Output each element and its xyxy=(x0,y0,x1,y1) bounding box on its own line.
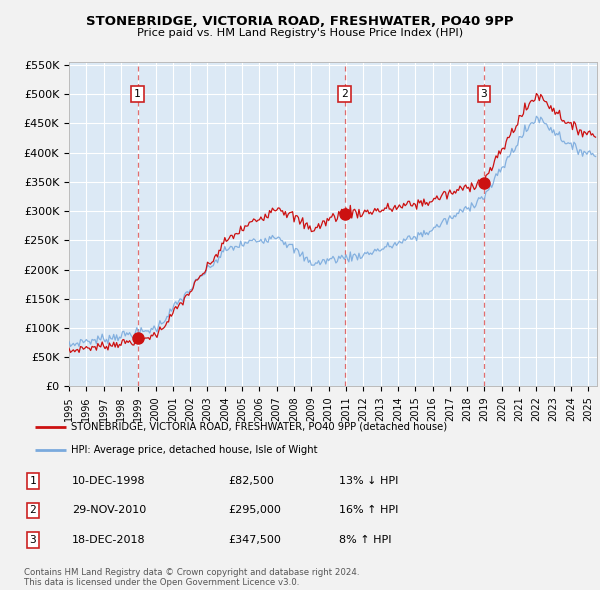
Text: 29-NOV-2010: 29-NOV-2010 xyxy=(72,506,146,515)
Text: 18-DEC-2018: 18-DEC-2018 xyxy=(72,535,146,545)
Text: Contains HM Land Registry data © Crown copyright and database right 2024.
This d: Contains HM Land Registry data © Crown c… xyxy=(24,568,359,587)
Text: STONEBRIDGE, VICTORIA ROAD, FRESHWATER, PO40 9PP: STONEBRIDGE, VICTORIA ROAD, FRESHWATER, … xyxy=(86,15,514,28)
Text: £295,000: £295,000 xyxy=(228,506,281,515)
Text: 3: 3 xyxy=(481,89,487,99)
Text: 13% ↓ HPI: 13% ↓ HPI xyxy=(339,476,398,486)
Text: 2: 2 xyxy=(341,89,348,99)
Text: 1: 1 xyxy=(29,476,37,486)
Text: HPI: Average price, detached house, Isle of Wight: HPI: Average price, detached house, Isle… xyxy=(71,445,318,455)
Text: 3: 3 xyxy=(29,535,37,545)
Text: £82,500: £82,500 xyxy=(228,476,274,486)
Text: 16% ↑ HPI: 16% ↑ HPI xyxy=(339,506,398,515)
Text: 10-DEC-1998: 10-DEC-1998 xyxy=(72,476,146,486)
Text: STONEBRIDGE, VICTORIA ROAD, FRESHWATER, PO40 9PP (detached house): STONEBRIDGE, VICTORIA ROAD, FRESHWATER, … xyxy=(71,421,448,431)
Text: 1: 1 xyxy=(134,89,141,99)
Text: £347,500: £347,500 xyxy=(228,535,281,545)
Text: Price paid vs. HM Land Registry's House Price Index (HPI): Price paid vs. HM Land Registry's House … xyxy=(137,28,463,38)
Text: 8% ↑ HPI: 8% ↑ HPI xyxy=(339,535,391,545)
Text: 2: 2 xyxy=(29,506,37,515)
